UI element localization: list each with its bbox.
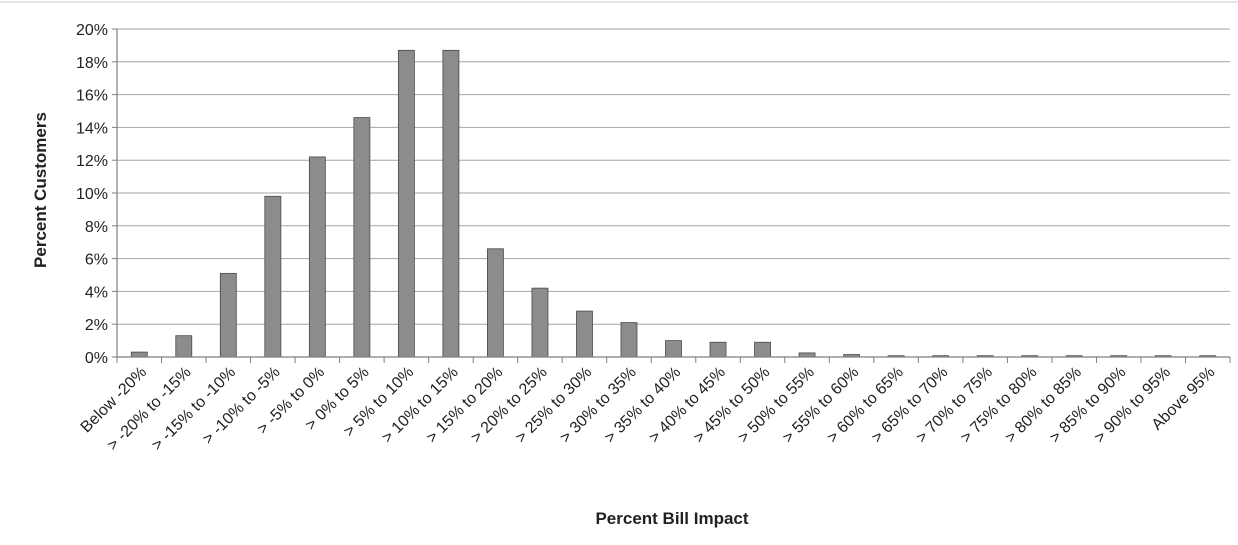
- x-tick-label: > 45% to 50%: [691, 364, 774, 447]
- x-tick-label: > 90% to 95%: [1091, 364, 1174, 447]
- bar: [754, 341, 771, 358]
- x-tick-label: > 55% to 60%: [780, 364, 863, 447]
- x-tick-labels: Below -20%> -20% to -15%> -15% to -10%> …: [78, 364, 1219, 454]
- y-tick-label: 8%: [85, 219, 108, 236]
- bar: [219, 272, 237, 358]
- x-tick-label: > 70% to 75%: [913, 364, 996, 447]
- bar: [264, 195, 282, 358]
- bar: [798, 352, 816, 358]
- x-tick-label: > 50% to 55%: [735, 364, 818, 447]
- y-tick-label: 20%: [76, 22, 108, 39]
- y-tick-label: 14%: [76, 120, 108, 137]
- x-tick-label: > 20% to 25%: [468, 364, 551, 447]
- bars: [130, 49, 1217, 358]
- gridlines: [112, 28, 1230, 358]
- bar: [175, 335, 193, 358]
- x-tick-label: > 40% to 45%: [646, 364, 729, 447]
- y-tick-label: 2%: [85, 317, 108, 334]
- axes: [116, 29, 1231, 363]
- bar: [308, 156, 326, 358]
- bar: [620, 322, 638, 358]
- y-tick-label: 16%: [76, 88, 108, 105]
- x-tick-label: > 60% to 65%: [824, 364, 907, 447]
- bar: [665, 340, 682, 358]
- bar: [353, 117, 371, 358]
- bar: [487, 248, 504, 358]
- x-tick-label: > 30% to 35%: [557, 364, 640, 447]
- bar: [130, 351, 148, 358]
- x-tick-label: > 10% to 15%: [379, 364, 462, 447]
- x-tick-label: > 85% to 90%: [1047, 364, 1130, 447]
- bar: [397, 49, 415, 358]
- x-tick-label: > 80% to 85%: [1002, 364, 1085, 447]
- x-tick-label: > -10% to -5%: [200, 364, 284, 448]
- bar: [442, 49, 460, 358]
- x-tick-label: > 35% to 40%: [602, 364, 685, 447]
- x-tick-label: > 75% to 80%: [958, 364, 1041, 447]
- x-tick-label: > 25% to 30%: [513, 364, 596, 447]
- y-tick-label: 6%: [85, 252, 108, 269]
- bar: [531, 287, 549, 358]
- y-tick-label: 12%: [76, 153, 108, 170]
- bar: [576, 310, 593, 358]
- y-tick-label: 18%: [76, 55, 108, 72]
- y-axis-title: Percent Customers: [31, 112, 50, 268]
- y-tick-label: 4%: [85, 284, 108, 301]
- y-tick-labels: 0% 2% 4% 6% 8% 10% 12% 14% 16% 18% 20%: [76, 22, 108, 367]
- x-tick-label: > 15% to 20%: [423, 364, 506, 447]
- y-tick-label: 0%: [85, 350, 108, 367]
- bar: [709, 341, 727, 358]
- x-tick-label: > 65% to 70%: [869, 364, 952, 447]
- x-axis-title: Percent Bill Impact: [595, 509, 748, 528]
- y-tick-label: 10%: [76, 186, 108, 203]
